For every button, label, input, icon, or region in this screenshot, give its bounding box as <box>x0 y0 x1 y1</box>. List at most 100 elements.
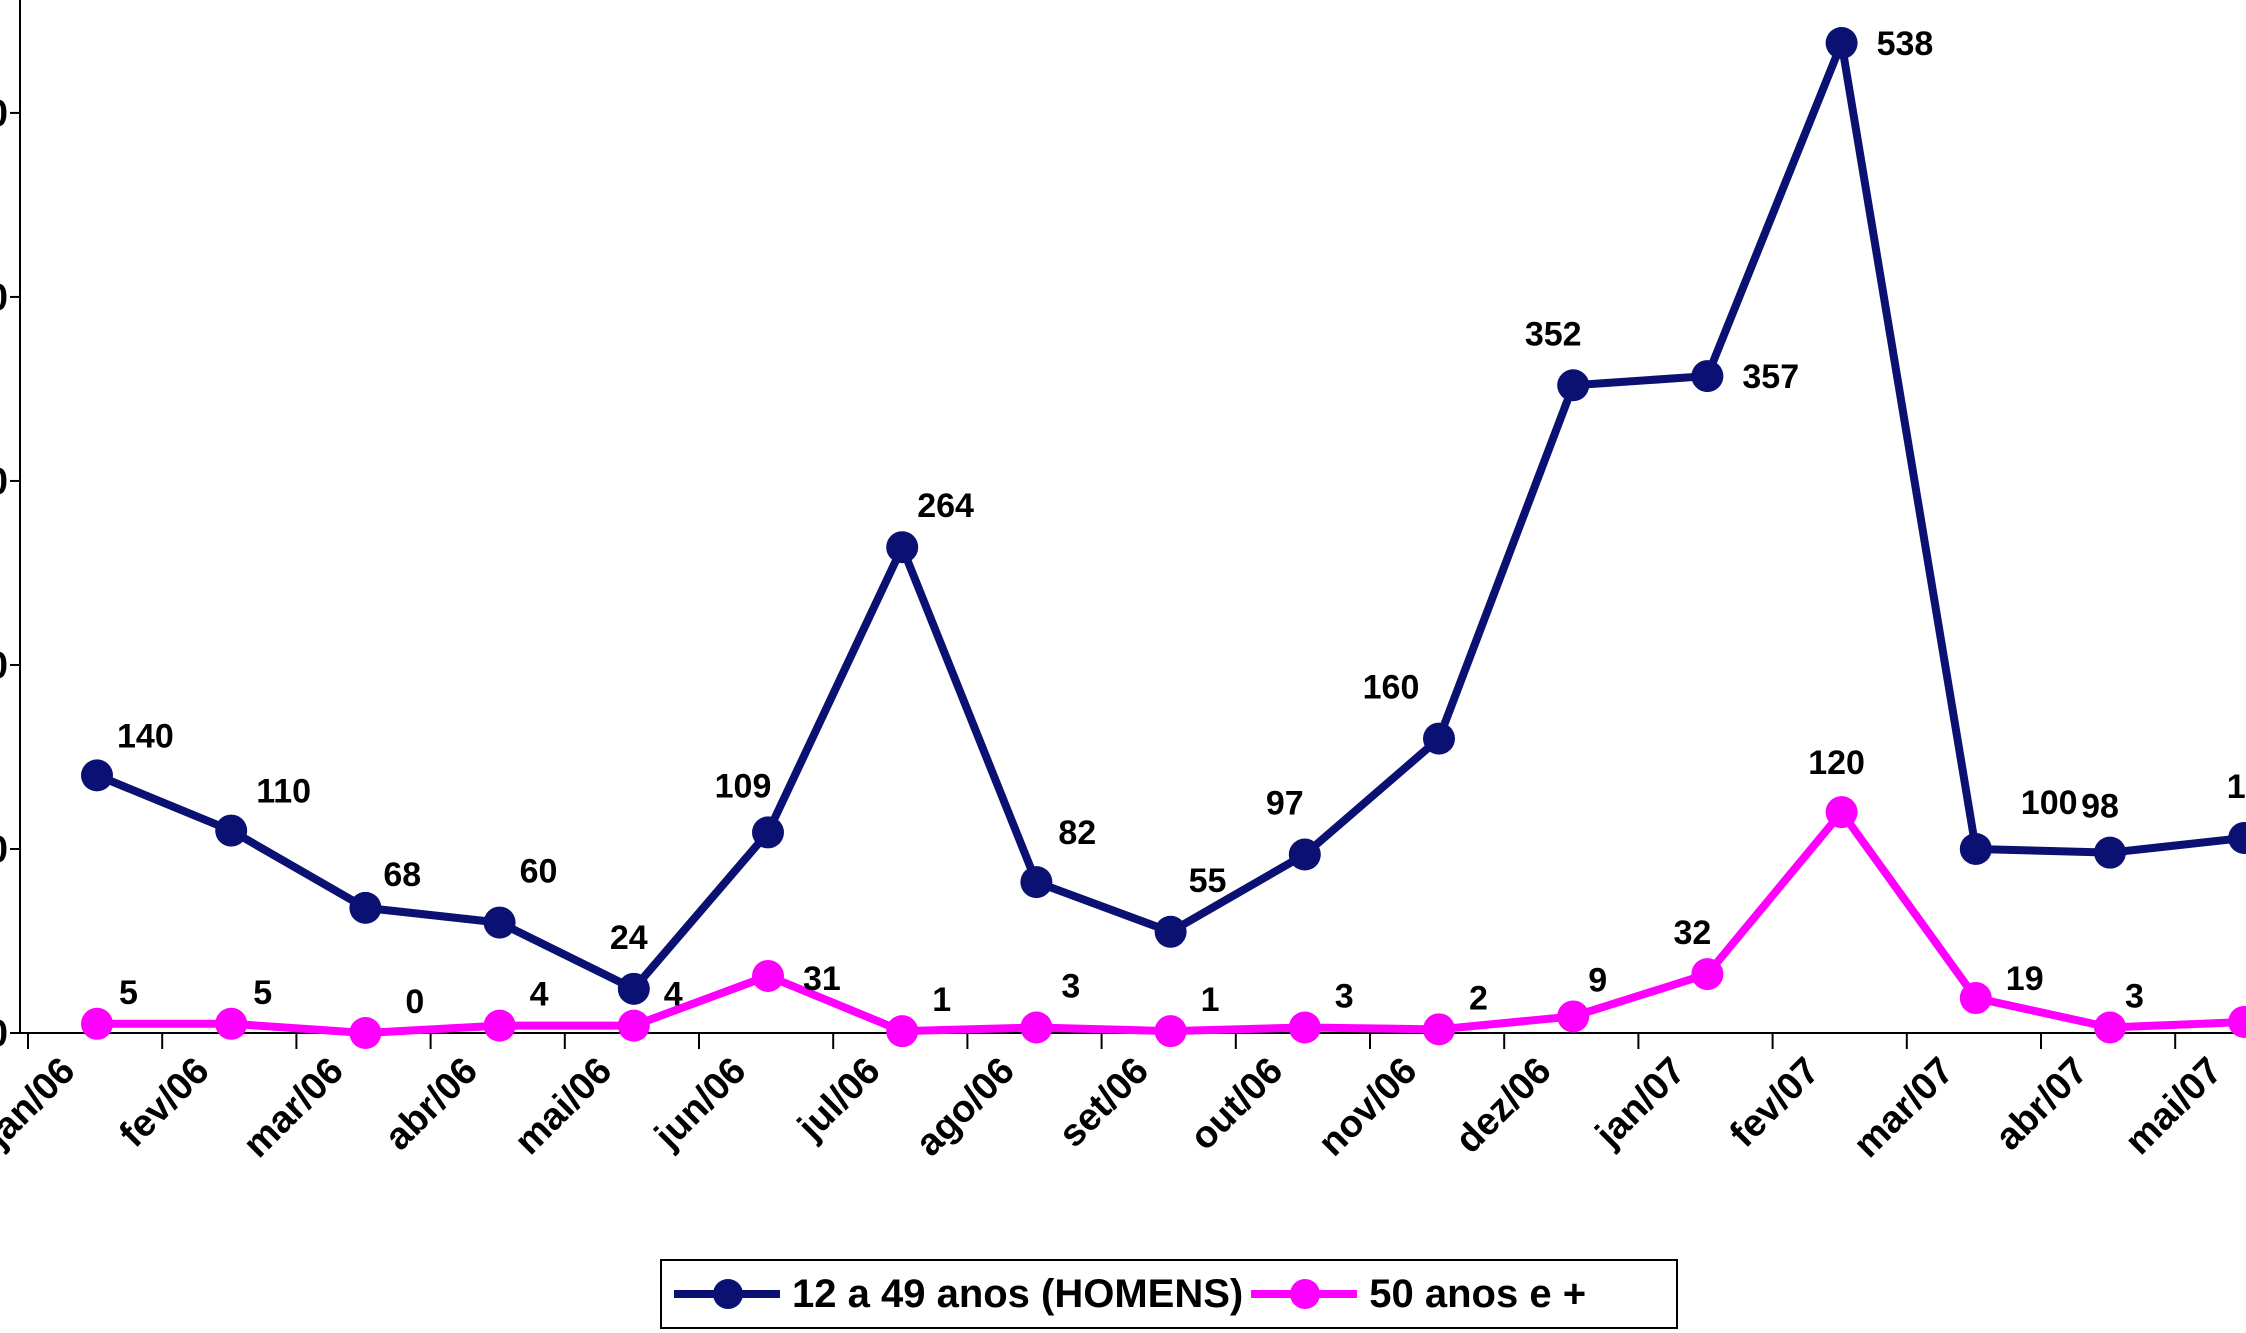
chart-axes <box>10 0 2246 1049</box>
x-tick-labels: jan/06 fev/06 mar/06 abr/06 mai/06 jun/06 jul/… <box>0 1050 2231 1166</box>
y-tick-label: 0 <box>0 461 8 503</box>
data-label: 5 <box>253 974 272 1012</box>
legend-label-series-2: 50 anos e + <box>1369 1271 1587 1316</box>
data-point <box>886 1015 919 1048</box>
data-label: 9 <box>1588 961 1607 999</box>
data-point <box>1020 866 1053 899</box>
x-tick-label: fev/06 <box>112 1050 218 1156</box>
data-label: 19 <box>2006 960 2044 998</box>
data-label: 4 <box>664 976 683 1014</box>
x-tick-label: mar/07 <box>1846 1050 1962 1166</box>
data-point <box>1691 958 1724 991</box>
data-label: 97 <box>1266 785 1304 823</box>
data-point <box>81 1007 113 1040</box>
y-tick-label: 0 <box>0 645 8 687</box>
data-label: 110 <box>256 773 311 811</box>
legend-item-series-2: 50 anos e + <box>1249 1261 1586 1327</box>
data-label: 32 <box>1673 914 1711 952</box>
x-tick-label: mai/06 <box>507 1050 620 1163</box>
data-point <box>1959 832 1992 865</box>
data-point <box>1154 915 1187 948</box>
data-point <box>2094 836 2126 869</box>
y-tick-label: 0 <box>0 93 8 135</box>
data-label: 1 <box>932 981 951 1019</box>
data-label: 4 <box>530 976 549 1014</box>
data-point <box>1557 369 1590 402</box>
data-point <box>1288 838 1321 871</box>
data-label: 538 <box>1877 25 1934 63</box>
data-label: 3 <box>1061 967 1080 1005</box>
chart-legend: 12 a 49 anos (HOMENS) 50 anos e + <box>660 1259 1678 1329</box>
data-point <box>1557 1000 1590 1033</box>
x-tick-label: dez/06 <box>1448 1050 1560 1162</box>
x-tick-label: fev/07 <box>1722 1050 1828 1156</box>
x-tick-label: abr/07 <box>1987 1050 2096 1159</box>
data-label: 60 <box>520 853 558 891</box>
data-label: 2 <box>1469 979 1488 1017</box>
data-label: 160 <box>1363 669 1420 707</box>
data-point <box>617 1009 650 1042</box>
x-tick-label: abr/06 <box>377 1050 486 1159</box>
legend-marker-series-2 <box>1251 1279 1358 1309</box>
data-label: 0 <box>405 983 424 1021</box>
data-point <box>1288 1011 1321 1044</box>
data-point <box>1020 1011 1053 1044</box>
data-label: 357 <box>1742 358 1799 396</box>
data-point <box>349 891 382 924</box>
data-point <box>2228 821 2246 854</box>
data-point <box>752 959 784 992</box>
data-point <box>349 1017 382 1049</box>
data-point <box>1959 982 1992 1015</box>
y-tick-label: 0 <box>0 1013 8 1055</box>
data-point <box>1825 27 1858 59</box>
data-point <box>886 531 919 564</box>
x-tick-label: jul/06 <box>789 1050 888 1149</box>
data-point <box>1423 1013 1455 1046</box>
data-label: 31 <box>803 960 841 998</box>
y-tick-labels: 0 0 0 0 0 0 <box>0 93 8 1055</box>
data-label: 120 <box>1808 744 1865 782</box>
data-label: 352 <box>1525 315 1582 353</box>
x-tick-label: mar/06 <box>235 1050 351 1166</box>
x-tick-label: nov/06 <box>1311 1050 1426 1165</box>
y-tick-label: 0 <box>0 829 8 871</box>
data-point <box>483 1009 516 1042</box>
x-tick-label: jun/06 <box>646 1050 754 1158</box>
data-point <box>1423 722 1455 755</box>
series-line-1 <box>95 39 2245 993</box>
legend-marker-series-1 <box>674 1279 780 1309</box>
data-label: 109 <box>715 767 772 805</box>
legend-item-series-1: 12 a 49 anos (HOMENS) <box>672 1261 1243 1327</box>
data-label: 98 <box>2081 788 2119 826</box>
data-label: 3 <box>1335 977 1354 1015</box>
data-label: 55 <box>1189 862 1227 900</box>
data-label: 100 <box>2021 784 2078 822</box>
data-label: 1 <box>2227 768 2246 806</box>
data-point <box>1825 796 1858 829</box>
series-points <box>81 27 2246 1049</box>
data-point <box>1154 1015 1187 1048</box>
legend-dot-series-1 <box>713 1279 743 1309</box>
data-point <box>81 759 113 792</box>
legend-dot-series-2 <box>1290 1279 1321 1309</box>
data-label: 24 <box>610 919 648 957</box>
data-point <box>215 1007 248 1040</box>
x-tick-label: out/06 <box>1182 1050 1291 1159</box>
data-point <box>752 816 784 849</box>
y-tick-label: 0 <box>0 277 8 319</box>
x-tick-label: jan/06 <box>0 1050 83 1157</box>
data-point <box>1691 360 1724 393</box>
data-label: 264 <box>917 487 974 525</box>
data-label: 140 <box>117 717 174 755</box>
data-label: 68 <box>383 856 421 894</box>
data-point <box>215 814 248 847</box>
data-label: 3 <box>2125 977 2144 1015</box>
data-point <box>483 906 516 939</box>
data-label: 1 <box>1201 981 1220 1019</box>
x-tick-label: jan/07 <box>1587 1050 1694 1157</box>
data-point <box>2094 1011 2126 1044</box>
data-label: 82 <box>1058 814 1096 852</box>
data-label: 5 <box>119 974 138 1012</box>
